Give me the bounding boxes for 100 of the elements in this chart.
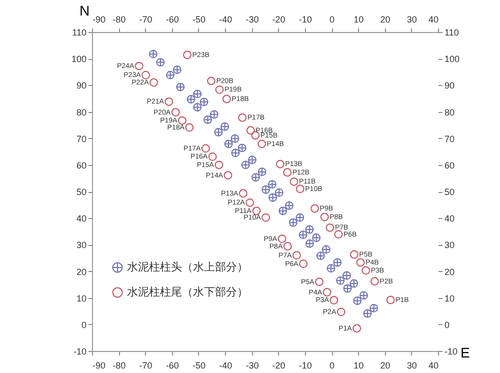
x2-tick-label: -20 bbox=[272, 360, 286, 370]
x-tick-label: 30 bbox=[406, 14, 417, 24]
point bbox=[289, 218, 298, 227]
point bbox=[320, 212, 329, 222]
point bbox=[134, 62, 144, 70]
x-tick-label: -10 bbox=[298, 14, 312, 24]
point bbox=[285, 201, 294, 210]
y-tick-label: 90 bbox=[76, 80, 86, 91]
y2-tick-label: 10 bbox=[444, 293, 455, 304]
x-tick-label: -90 bbox=[92, 14, 106, 24]
x2-tick-label: -40 bbox=[219, 360, 232, 370]
x-tick-label: 0 bbox=[330, 14, 335, 24]
point bbox=[185, 123, 194, 132]
point bbox=[208, 152, 217, 161]
point bbox=[246, 198, 254, 207]
y-tick-label: 10 bbox=[76, 293, 86, 304]
x2-tick-label: 10 bbox=[354, 360, 364, 370]
point bbox=[231, 148, 240, 158]
point bbox=[350, 279, 358, 288]
x2-tick-label: 30 bbox=[406, 360, 417, 370]
y-tick-label: 100 bbox=[71, 54, 86, 64]
y-tick-label: 0 bbox=[81, 320, 86, 330]
legend-label: 水泥柱柱头（水上部分） bbox=[127, 260, 248, 274]
point bbox=[322, 288, 332, 296]
point bbox=[262, 185, 270, 194]
point bbox=[310, 204, 319, 213]
y2-tick-label: 70 bbox=[444, 134, 455, 144]
y2-tick-label: 50 bbox=[444, 187, 455, 197]
point bbox=[241, 160, 250, 170]
x2-tick-label: -90 bbox=[92, 360, 106, 370]
point bbox=[333, 258, 342, 267]
point bbox=[352, 324, 362, 333]
x-tick-label: -60 bbox=[166, 14, 179, 24]
point bbox=[186, 95, 196, 104]
x2-tick-label: 0 bbox=[330, 360, 335, 370]
x-tick-label: -30 bbox=[246, 14, 259, 24]
point bbox=[204, 116, 212, 124]
point bbox=[386, 296, 395, 304]
x2-tick-label: -30 bbox=[246, 360, 259, 370]
point bbox=[224, 140, 233, 148]
point bbox=[362, 266, 370, 275]
point bbox=[251, 131, 260, 140]
y2-tick-label: 100 bbox=[444, 54, 460, 64]
point bbox=[360, 291, 368, 300]
x-tick-label: -20 bbox=[272, 14, 286, 24]
x2-tick-label: 20 bbox=[380, 360, 390, 370]
point bbox=[326, 223, 334, 232]
point bbox=[350, 250, 358, 259]
x2-tick-label: 40 bbox=[428, 360, 438, 370]
point bbox=[201, 144, 210, 153]
y-axis-title: N bbox=[79, 2, 90, 18]
point bbox=[305, 225, 314, 234]
point bbox=[363, 309, 372, 318]
point bbox=[290, 177, 298, 186]
point bbox=[172, 66, 182, 74]
point bbox=[222, 94, 231, 104]
x-tick-label: 40 bbox=[428, 14, 438, 24]
point bbox=[193, 103, 202, 112]
point bbox=[210, 110, 218, 119]
point bbox=[315, 278, 324, 286]
y2-tick-label: 110 bbox=[444, 28, 459, 38]
point bbox=[306, 239, 314, 248]
point bbox=[274, 188, 284, 197]
point bbox=[230, 134, 240, 143]
y-tick-label: 50 bbox=[76, 187, 86, 197]
point bbox=[278, 206, 288, 216]
y2-tick-label: -10 bbox=[444, 346, 458, 356]
x-axis-title: E bbox=[460, 344, 470, 360]
point bbox=[150, 78, 158, 87]
point bbox=[149, 50, 158, 58]
point bbox=[336, 308, 346, 316]
point bbox=[299, 260, 308, 268]
y-tick-label: 40 bbox=[76, 214, 86, 224]
point bbox=[316, 252, 325, 260]
point bbox=[353, 296, 362, 305]
y-tick-label: 30 bbox=[76, 240, 86, 250]
point bbox=[258, 168, 266, 176]
point bbox=[356, 258, 365, 267]
x-tick-label: 10 bbox=[354, 14, 364, 24]
point bbox=[214, 128, 223, 136]
point bbox=[322, 245, 330, 254]
point bbox=[296, 184, 304, 194]
point bbox=[370, 277, 379, 286]
point bbox=[248, 156, 256, 164]
point bbox=[238, 144, 246, 152]
x2-tick-label: -50 bbox=[192, 360, 206, 370]
point bbox=[262, 213, 270, 222]
point bbox=[268, 180, 276, 189]
x-tick-label: -70 bbox=[139, 14, 152, 24]
y-tick-label: 110 bbox=[72, 28, 86, 38]
point bbox=[220, 122, 230, 131]
point bbox=[292, 251, 301, 260]
y-tick-label: 60 bbox=[76, 160, 86, 170]
x-tick-label: -80 bbox=[112, 14, 126, 24]
point bbox=[298, 230, 308, 240]
y2-tick-label: 20 bbox=[444, 266, 455, 277]
point bbox=[251, 173, 260, 182]
y-tick-label: 70 bbox=[76, 134, 86, 144]
point bbox=[326, 264, 336, 273]
point bbox=[171, 108, 180, 116]
